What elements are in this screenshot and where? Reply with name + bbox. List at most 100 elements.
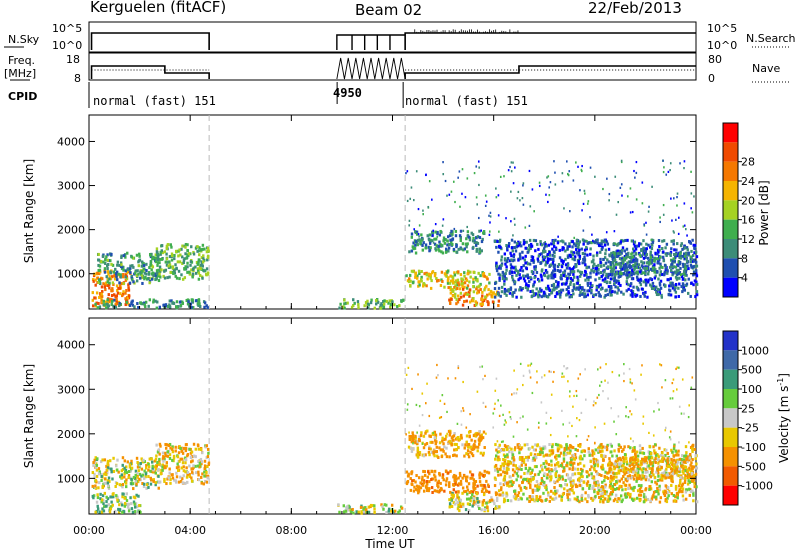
scatter-cell (461, 281, 465, 285)
scatter-cell (653, 276, 656, 280)
scatter-cell (413, 228, 416, 231)
scatter-cell (190, 476, 193, 480)
scatter-cell (196, 443, 200, 447)
scatter-cell (512, 253, 516, 257)
scatter-cell (513, 217, 516, 220)
scatter-cell (133, 496, 137, 500)
scatter-cell (674, 453, 678, 457)
scatter-cell (514, 265, 517, 269)
scatter-cell (673, 253, 676, 257)
scatter-cell (421, 237, 424, 241)
scatter-cell (550, 291, 553, 295)
scatter-cell (615, 454, 619, 458)
scatter-cell (128, 463, 132, 467)
scatter-cell (95, 474, 99, 478)
scatter-cell (693, 485, 696, 489)
scatter-cell (671, 450, 674, 454)
scatter-cell (666, 486, 670, 490)
scatter-cell (614, 497, 617, 501)
scatter-cell (612, 475, 616, 479)
scatter-cell (102, 499, 105, 503)
scatter-cell (515, 466, 518, 470)
scatter-cell (583, 248, 587, 252)
scatter-cell (618, 257, 622, 261)
nave-tick-top: 80 (708, 53, 722, 66)
scatter-cell (454, 498, 458, 502)
scatter-cell (535, 484, 539, 488)
scatter-cell (624, 256, 628, 260)
scatter-cell (548, 453, 551, 457)
scatter-cell (473, 482, 476, 486)
scatter-cell (695, 462, 698, 466)
scatter-cell (164, 303, 168, 307)
scatter-cell (645, 252, 649, 256)
scatter-cell (91, 494, 95, 498)
scatter-cell (488, 490, 491, 494)
scatter-cell (534, 267, 537, 271)
scatter-cell (664, 252, 668, 256)
scatter-cell (577, 243, 580, 247)
scatter-cell (645, 247, 648, 251)
scatter-cell (658, 248, 661, 252)
scatter-cell (459, 498, 463, 502)
scatter-cell (533, 280, 536, 284)
scatter-cell (564, 263, 568, 267)
scatter-cell (426, 475, 430, 479)
scatter-cell (182, 474, 185, 478)
scatter-cell (411, 483, 414, 487)
scatter-cell (141, 269, 144, 273)
scatter-cell (102, 299, 105, 303)
scatter-cell (476, 497, 479, 501)
scatter-cell (465, 434, 469, 438)
scatter-cell (191, 300, 195, 304)
scatter-cell (462, 294, 465, 298)
scatter-cell (648, 245, 652, 249)
scatter-cell (461, 303, 465, 307)
scatter-cell (691, 489, 694, 493)
scatter-cell (181, 244, 184, 248)
scatter-cell (121, 456, 125, 460)
scatter-cell (624, 487, 627, 491)
scatter-cell (428, 233, 432, 237)
scatter-cell (675, 277, 679, 281)
scatter-cell (594, 278, 597, 282)
scatter-cell (677, 232, 680, 236)
scatter-cell (472, 236, 475, 240)
scatter-cell (558, 256, 562, 260)
scatter-cell (479, 302, 482, 306)
scatter-cell (644, 249, 648, 253)
scatter-cell (627, 445, 630, 449)
scatter-cell (205, 250, 209, 254)
scatter-cell (448, 281, 452, 285)
scatter-cell (581, 449, 584, 453)
scatter-cell (534, 443, 537, 447)
scatter-cell (597, 243, 601, 247)
scatter-cell (680, 242, 683, 246)
scatter-cell (599, 257, 602, 261)
scatter-cell (670, 470, 673, 474)
scatter-cell (475, 285, 479, 289)
scatter-cell (157, 486, 160, 490)
scatter-cell (684, 497, 688, 501)
scatter-cell (435, 489, 438, 493)
scatter-cell (490, 498, 494, 502)
scatter-cell (158, 261, 161, 265)
scatter-cell (600, 492, 603, 496)
scatter-cell (689, 260, 693, 264)
scatter-cell (654, 268, 657, 272)
scatter-cell (177, 480, 181, 484)
scatter-cell (550, 242, 553, 246)
scatter-cell (106, 466, 110, 470)
scatter-cell (414, 441, 417, 445)
scatter-cell (601, 449, 604, 453)
scatter-cell (567, 448, 570, 452)
scatter-cell (571, 481, 574, 485)
scatter-cell (421, 475, 424, 479)
scatter-cell (677, 286, 680, 290)
scatter-cell (675, 473, 679, 477)
scatter-cell (553, 265, 556, 269)
scatter-cell (619, 265, 622, 269)
scatter-cell (610, 444, 613, 448)
scatter-cell (548, 293, 551, 297)
scatter-cell (472, 280, 475, 284)
